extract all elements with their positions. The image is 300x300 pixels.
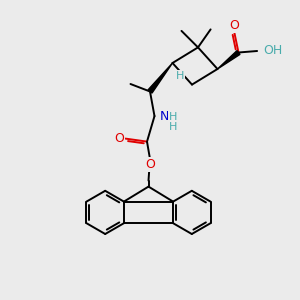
Text: H: H: [169, 112, 177, 122]
Text: H: H: [169, 122, 177, 132]
Polygon shape: [148, 63, 172, 93]
Text: O: O: [145, 158, 155, 171]
Text: O: O: [115, 132, 124, 145]
Text: OH: OH: [264, 44, 283, 58]
Text: O: O: [229, 19, 239, 32]
Polygon shape: [218, 51, 240, 69]
Text: N: N: [160, 110, 169, 123]
Text: H: H: [176, 70, 184, 81]
